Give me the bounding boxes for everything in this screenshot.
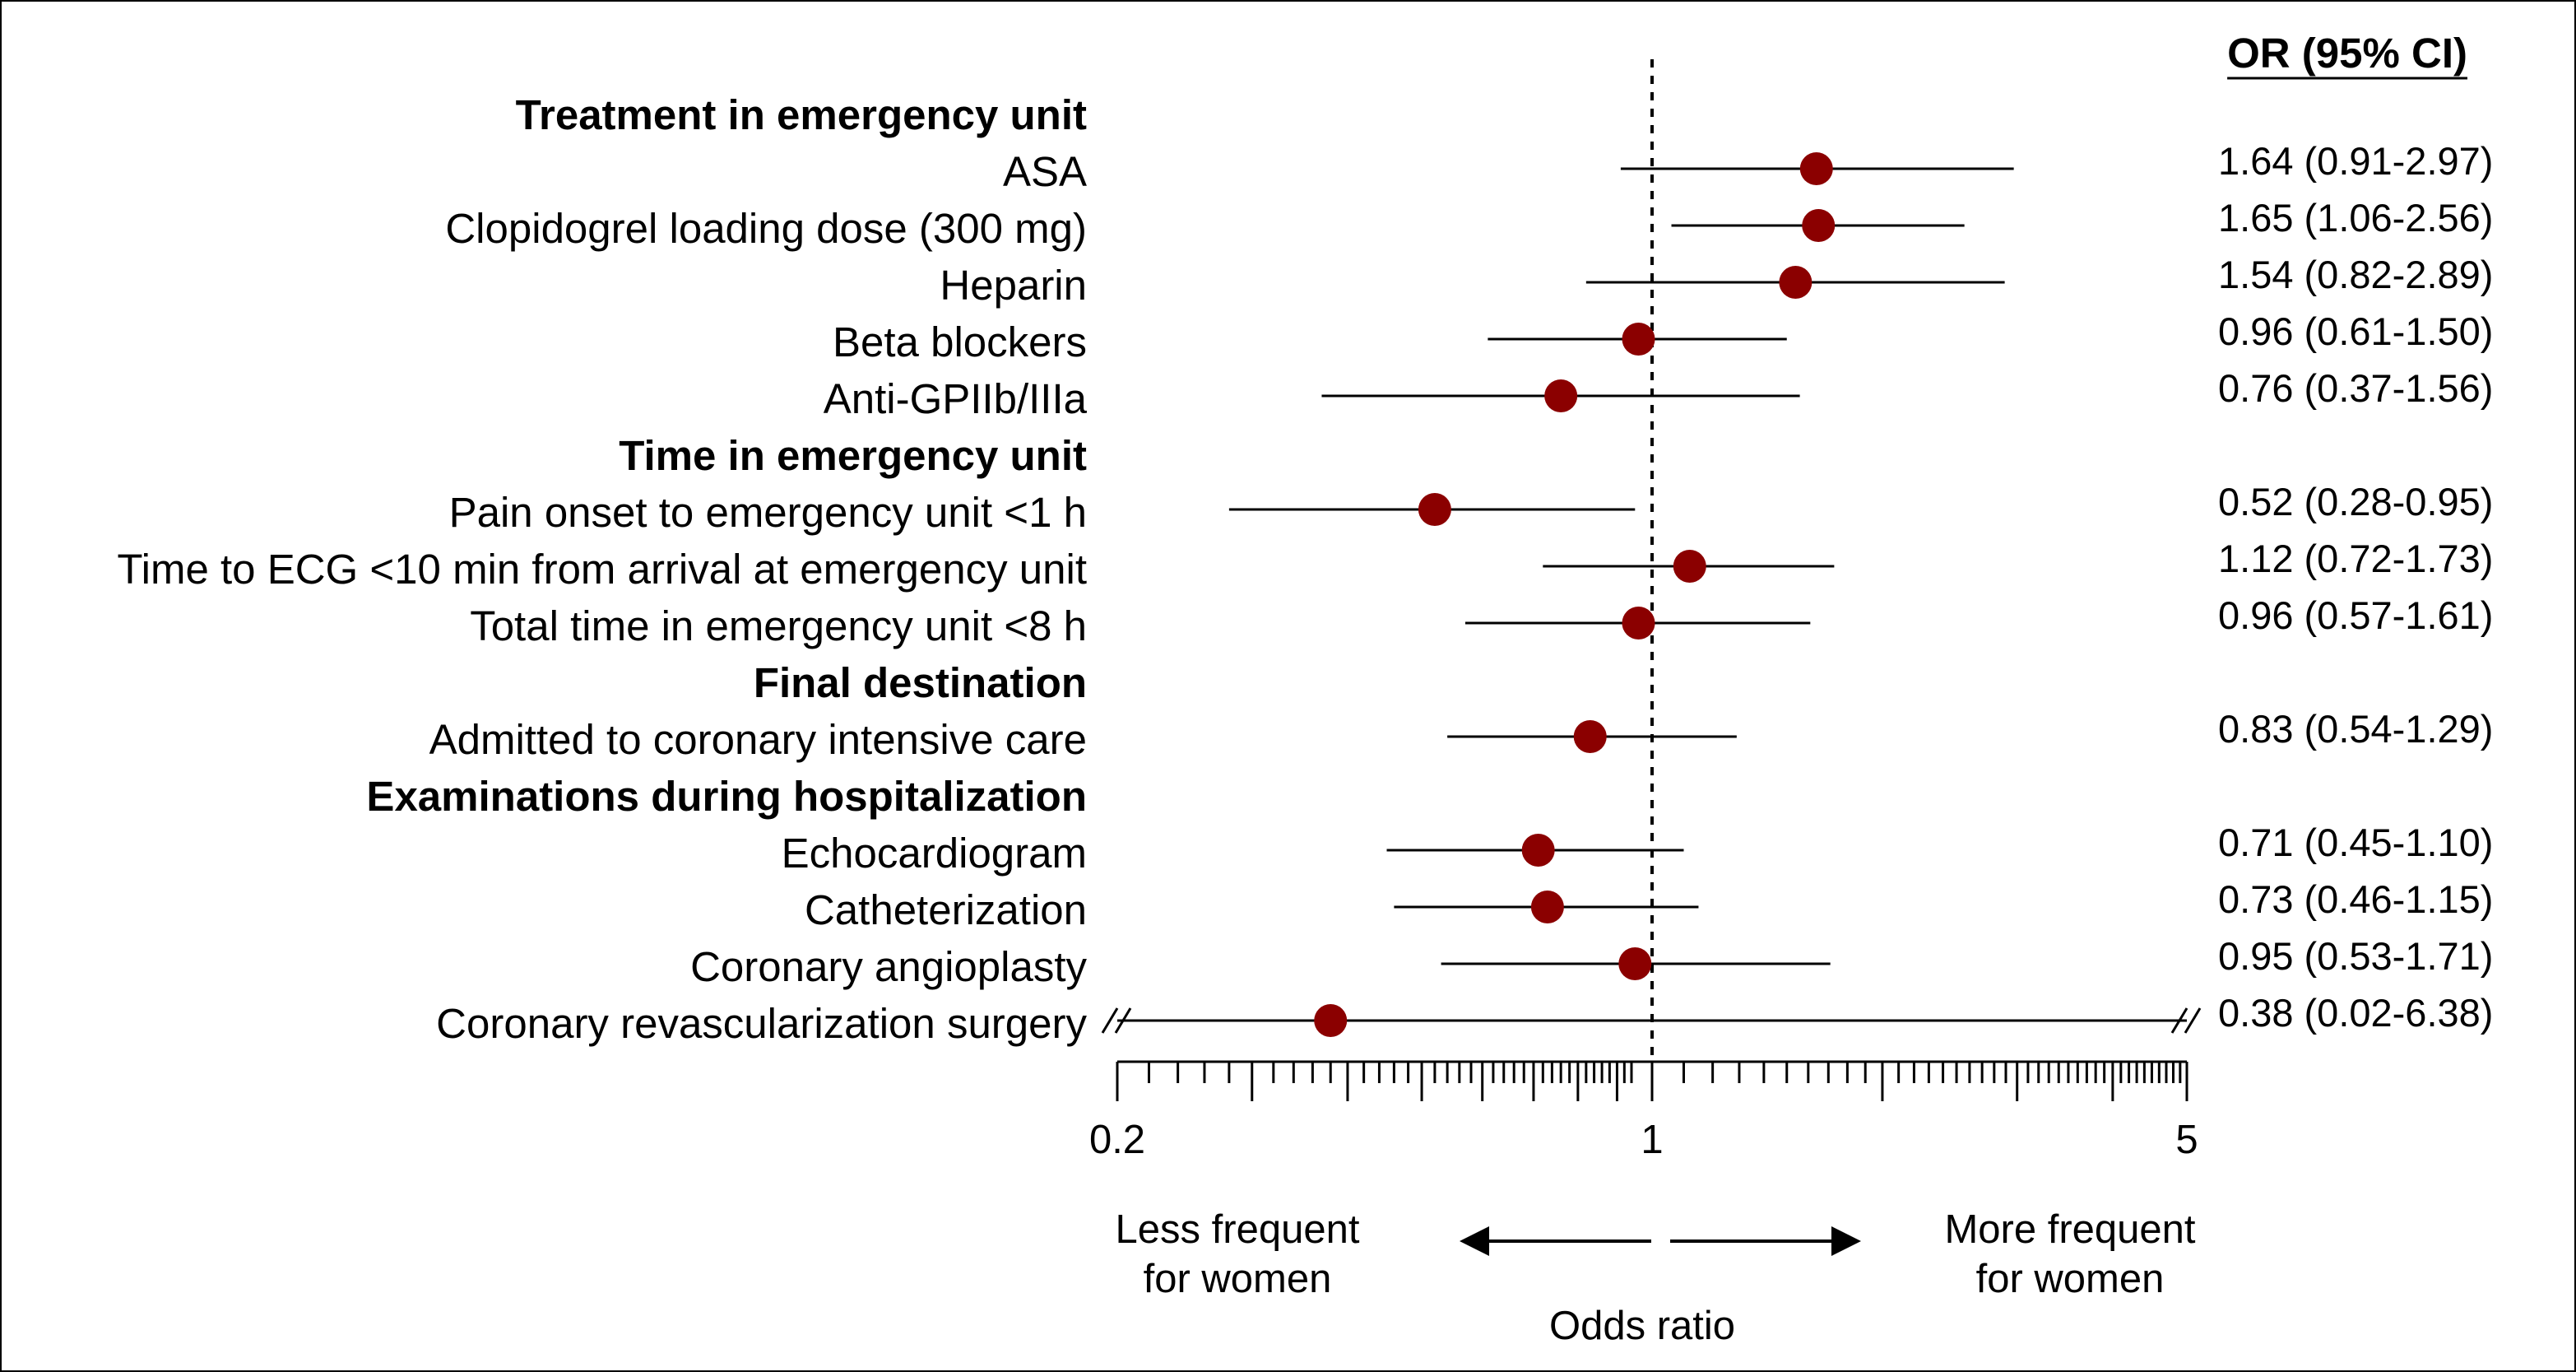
- x-tick-label: 5: [2175, 1118, 2198, 1162]
- ci-break-right: [2170, 1007, 2188, 1034]
- row-label: Time to ECG <10 min from arrival at emer…: [117, 546, 1087, 593]
- ci-break-left: [1114, 1007, 1132, 1034]
- or-value: 0.71 (0.45-1.10): [2218, 821, 2493, 864]
- or-value: 0.76 (0.37-1.56): [2218, 366, 2493, 410]
- or-value: 1.12 (0.72-1.73): [2218, 537, 2493, 580]
- or-point: [1622, 323, 1655, 356]
- or-value: 0.95 (0.53-1.71): [2218, 934, 2493, 978]
- or-value: 1.54 (0.82-2.89): [2218, 253, 2493, 296]
- or-point: [1314, 1004, 1348, 1037]
- or-point: [1799, 152, 1833, 185]
- row-label: Admitted to coronary intensive care: [429, 716, 1087, 763]
- or-value: 0.83 (0.54-1.29): [2218, 707, 2493, 751]
- row-label: Beta blockers: [833, 319, 1087, 365]
- or-point: [1802, 209, 1836, 242]
- or-value: 0.38 (0.02-6.38): [2218, 991, 2493, 1035]
- row-label: Echocardiogram: [782, 830, 1087, 877]
- ci-break-left: [1101, 1007, 1119, 1034]
- x-axis-title: Odds ratio: [1549, 1304, 1735, 1348]
- row-label: Catheterization: [805, 886, 1087, 933]
- or-value: 1.64 (0.91-2.97): [2218, 139, 2493, 183]
- row-label: Clopidogrel loading dose (300 mg): [445, 205, 1087, 252]
- direction-left-line2: for women: [1144, 1257, 1332, 1301]
- or-point: [1544, 379, 1578, 412]
- or-point: [1573, 720, 1607, 753]
- arrow-right-head: [1831, 1226, 1861, 1256]
- group-header: Time in emergency unit: [619, 432, 1087, 479]
- group-header: Examinations during hospitalization: [366, 773, 1087, 820]
- x-axis: 0.2 1 5: [1089, 1060, 2198, 1256]
- direction-left-line1: Less frequent: [1116, 1207, 1360, 1252]
- row-group: Treatment in emergency unit ASA 1.64 (0.91…: [117, 59, 2493, 1062]
- or-point: [1618, 947, 1652, 980]
- or-value: 0.96 (0.61-1.50): [2218, 309, 2493, 353]
- direction-right-line2: for women: [1976, 1257, 2165, 1301]
- column-header: OR (95% CI): [2227, 30, 2467, 77]
- row-label: Coronary angioplasty: [690, 943, 1087, 990]
- or-point: [1530, 891, 1564, 923]
- or-value: 0.73 (0.46-1.15): [2218, 877, 2493, 921]
- or-point: [1673, 550, 1706, 583]
- x-tick-label: 1: [1641, 1118, 1663, 1162]
- group-header: Final destination: [754, 659, 1087, 706]
- row-label: Pain onset to emergency unit <1 h: [449, 489, 1087, 536]
- row-label: ASA: [1003, 148, 1087, 195]
- row-label: Heparin: [940, 262, 1087, 309]
- or-point: [1418, 493, 1451, 526]
- ci-break-right: [2184, 1007, 2202, 1034]
- or-value: 1.65 (1.06-2.56): [2218, 196, 2493, 240]
- row-label: Coronary revascularization surgery: [436, 1000, 1087, 1047]
- direction-right-line1: More frequent: [1944, 1207, 2195, 1252]
- or-point: [1521, 834, 1555, 867]
- or-value: 0.52 (0.28-0.95): [2218, 480, 2493, 523]
- group-header: Treatment in emergency unit: [516, 91, 1087, 138]
- x-tick-label: 0.2: [1089, 1118, 1145, 1162]
- or-value: 0.96 (0.57-1.61): [2218, 593, 2493, 637]
- row-label: Anti-GPIIb/IIIa: [824, 375, 1088, 422]
- row-label: Total time in emergency unit <8 h: [470, 602, 1087, 649]
- arrow-left-head: [1460, 1226, 1489, 1256]
- or-point: [1779, 266, 1812, 299]
- or-point: [1622, 607, 1655, 639]
